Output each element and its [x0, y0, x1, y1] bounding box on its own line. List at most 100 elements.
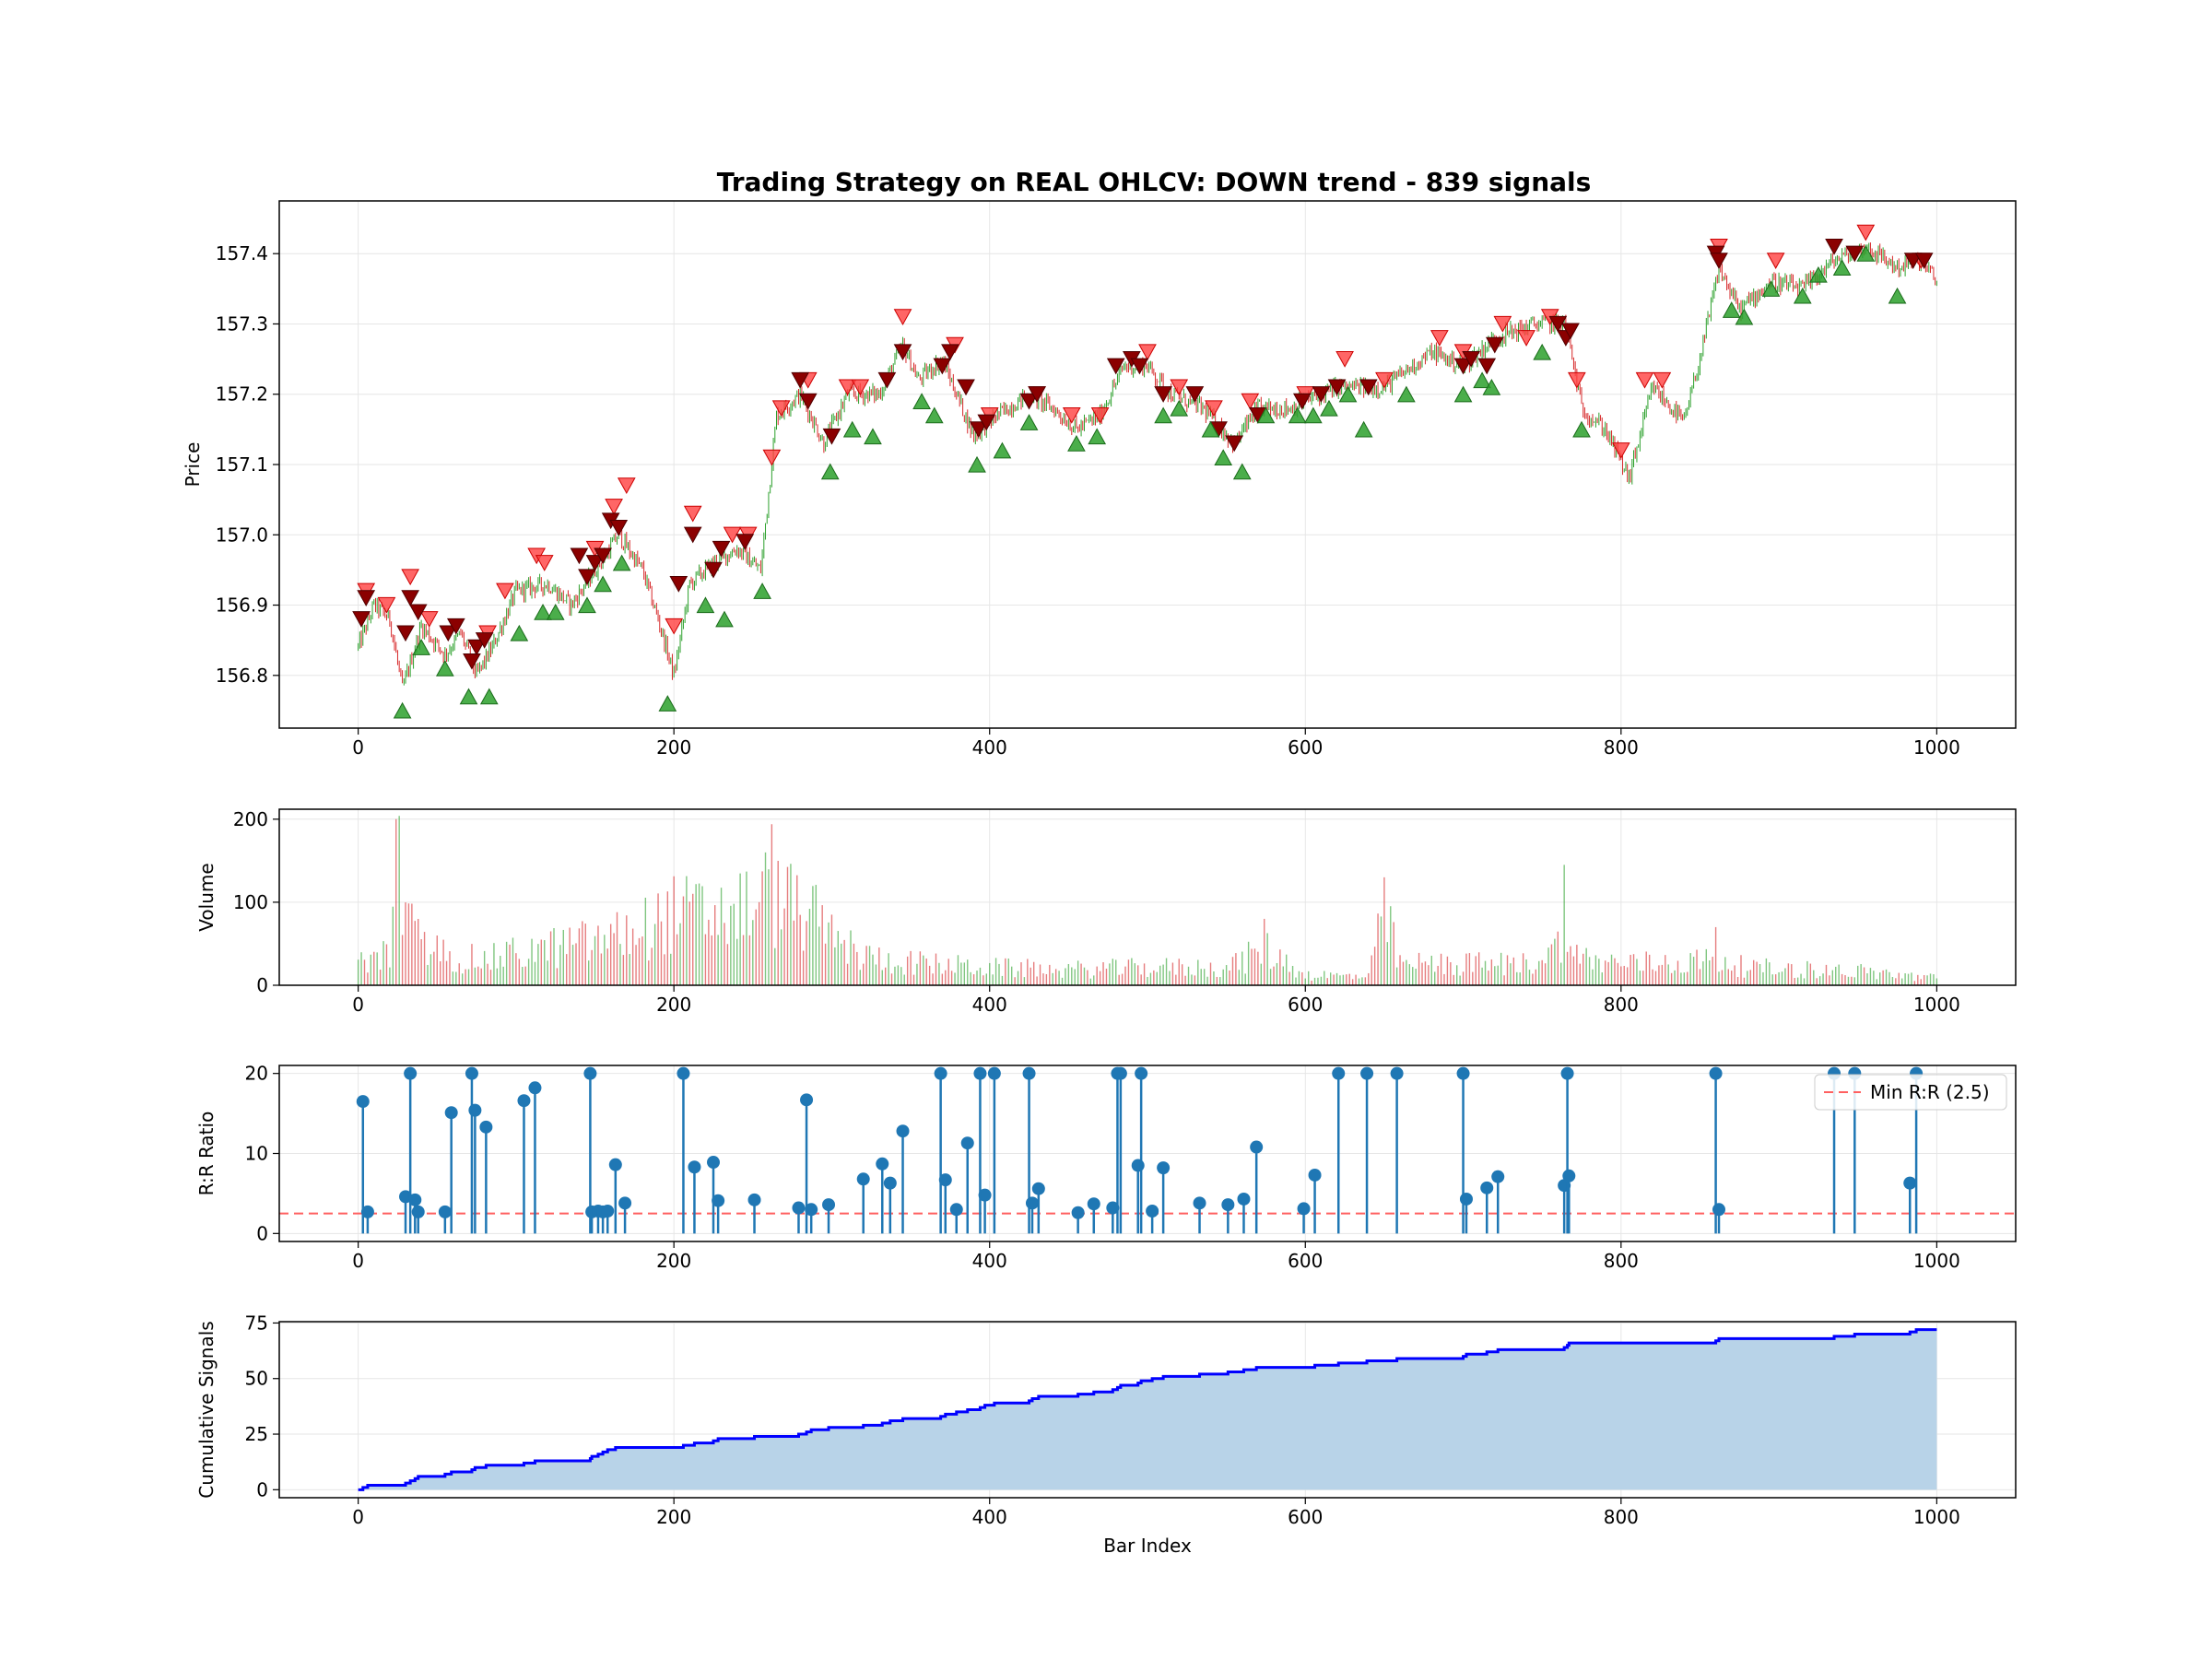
rr-marker — [601, 1205, 615, 1218]
buy-marker — [924, 406, 944, 424]
sell-marker — [712, 540, 731, 558]
sell-marker — [1154, 386, 1172, 403]
rr-marker — [1308, 1168, 1322, 1182]
legend-label: Min R:R (2.5) — [1870, 1081, 1990, 1103]
rr-marker — [438, 1205, 452, 1218]
sell-marker — [594, 547, 612, 565]
sell-marker — [1292, 393, 1312, 410]
buy-marker — [1761, 280, 1781, 297]
rr-marker — [800, 1093, 814, 1107]
buy-marker — [1214, 449, 1233, 465]
sell-marker — [1019, 393, 1039, 410]
y-tick-label: 157.1 — [216, 453, 268, 476]
rr-ratio-panel: 0 200 400 600 800 1000 0 10 20 R:R Ratio Min R:R (… — [195, 1063, 2017, 1272]
rr-marker — [896, 1124, 910, 1138]
buy-marker — [534, 604, 552, 620]
buy-marker — [459, 688, 478, 705]
sell-marker — [893, 344, 912, 361]
sell-marker — [1312, 386, 1331, 403]
buy-marker — [912, 393, 931, 409]
rr-marker — [1297, 1202, 1311, 1216]
buy-marker — [1482, 378, 1501, 395]
sell-marker — [1359, 379, 1378, 396]
rr-marker — [468, 1103, 482, 1117]
rr-marker — [1087, 1197, 1100, 1211]
buy-marker — [1856, 245, 1876, 262]
sell-marker — [1225, 435, 1244, 453]
rr-marker — [1135, 1066, 1148, 1080]
sell-marker — [570, 547, 589, 565]
sell-marker — [1825, 238, 1843, 255]
sell-marker — [969, 421, 988, 438]
y-tick-label: 200 — [233, 808, 268, 830]
sell-marker — [1453, 358, 1473, 375]
sell-marker — [446, 618, 465, 635]
rr-marker — [987, 1066, 1001, 1080]
sell-marker — [1766, 253, 1785, 269]
buy-marker — [1735, 308, 1754, 325]
rr-marker — [1106, 1201, 1120, 1215]
sell-marker — [1241, 393, 1260, 410]
sell-marker — [1635, 371, 1654, 389]
rr-marker — [1360, 1066, 1374, 1080]
rr-marker — [747, 1193, 761, 1206]
buy-marker — [1473, 371, 1491, 389]
sell-marker — [771, 400, 791, 418]
sell-marker — [977, 414, 996, 431]
buy-marker — [1809, 265, 1828, 283]
sell-marker — [1062, 407, 1081, 424]
buy-marker — [1793, 287, 1812, 304]
buy-marker — [753, 582, 771, 599]
sell-marker — [1462, 351, 1480, 368]
y-tick-label: 50 — [245, 1368, 268, 1390]
rr-marker — [404, 1066, 418, 1080]
buy-marker — [1453, 385, 1473, 403]
rr-stems — [356, 1066, 1924, 1234]
sell-marker — [617, 477, 636, 495]
x-tick-label: 600 — [1288, 736, 1323, 759]
y-tick-label: 20 — [245, 1063, 268, 1085]
buy-marker — [1067, 434, 1086, 452]
y-axis-label: Price — [182, 442, 204, 488]
sell-marker — [1430, 330, 1449, 347]
rr-marker — [1131, 1159, 1145, 1172]
rr-marker — [618, 1196, 632, 1210]
x-tick-label: 0 — [352, 1506, 364, 1528]
buy-marker — [1256, 406, 1276, 424]
buy-signals — [393, 245, 1907, 719]
buy-marker — [1170, 399, 1189, 417]
x-tick-label: 800 — [1604, 736, 1639, 759]
sell-marker — [1335, 351, 1354, 368]
sell-marker — [1485, 336, 1504, 354]
rr-marker — [1332, 1066, 1346, 1080]
rr-marker — [408, 1193, 422, 1206]
buy-marker — [594, 575, 612, 593]
sell-marker — [1185, 386, 1205, 403]
x-tick-label: 1000 — [1913, 1250, 1960, 1272]
x-tick-label: 0 — [352, 736, 364, 759]
y-tick-label: 157.3 — [216, 312, 268, 335]
sell-marker — [1327, 379, 1347, 396]
sell-marker — [669, 576, 688, 593]
sell-marker — [401, 569, 420, 586]
volume-panel: 0 200 400 600 800 1000 0 100 200 Volume — [195, 808, 2017, 1016]
rr-marker — [608, 1158, 622, 1171]
rr-marker — [856, 1172, 870, 1186]
sell-marker — [877, 371, 897, 389]
rr-marker — [707, 1156, 720, 1170]
sell-marker — [1138, 344, 1157, 361]
buy-marker — [1201, 420, 1220, 438]
x-tick-label: 0 — [352, 1250, 364, 1272]
sell-marker — [1375, 371, 1394, 389]
buy-marker — [1338, 385, 1358, 403]
rr-marker — [1456, 1066, 1470, 1080]
plot-frame — [278, 808, 2017, 986]
sell-marker — [535, 555, 554, 571]
rr-marker — [712, 1194, 725, 1207]
sell-marker — [683, 526, 702, 544]
y-tick-label: 10 — [245, 1143, 268, 1165]
buy-marker — [612, 554, 631, 571]
sell-marker — [1477, 358, 1497, 375]
x-tick-label: 200 — [656, 1506, 691, 1528]
